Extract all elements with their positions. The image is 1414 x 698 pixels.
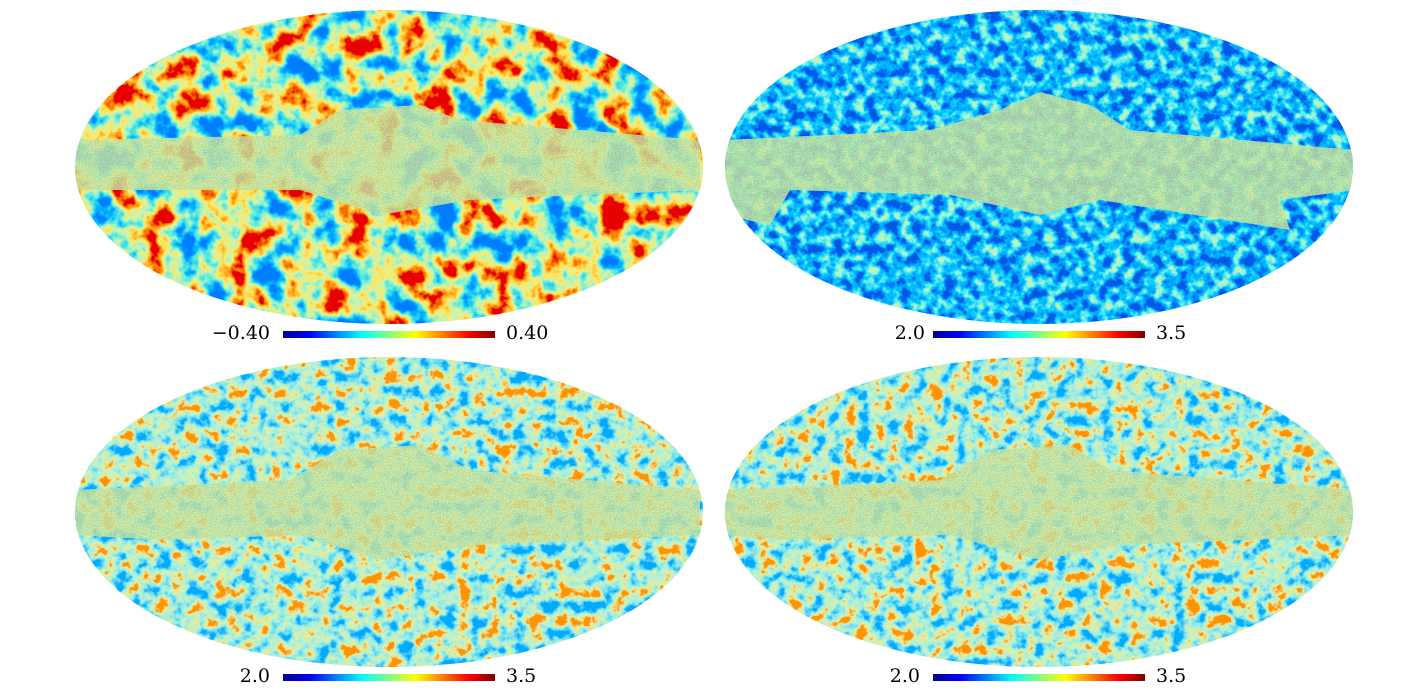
colorbar [283, 331, 495, 338]
colorbar-max: 3.5 [506, 665, 536, 687]
map-panel: 2.0 3.5 [725, 357, 1353, 687]
map-panel: 2.0 3.5 [75, 357, 703, 687]
colorbar [933, 331, 1145, 338]
galactic-band [75, 105, 700, 215]
colorbar [933, 674, 1145, 681]
colorbar-min: 2.0 [240, 665, 270, 687]
galactic-band [725, 445, 1353, 560]
colorbar-min: 2.0 [895, 322, 925, 344]
colorbar [283, 674, 495, 681]
colorbar-max: 3.5 [1156, 322, 1186, 344]
colorbar-max: 0.40 [506, 322, 548, 344]
galactic-band [75, 445, 700, 560]
map-panel: −0.40 0.40 [75, 10, 703, 344]
colorbar-min: −0.40 [212, 322, 270, 344]
colorbar-max: 3.5 [1156, 665, 1186, 687]
colorbar-min: 2.0 [890, 665, 920, 687]
galactic-band [725, 92, 1353, 230]
map-panel: 2.0 3.5 [725, 10, 1353, 344]
